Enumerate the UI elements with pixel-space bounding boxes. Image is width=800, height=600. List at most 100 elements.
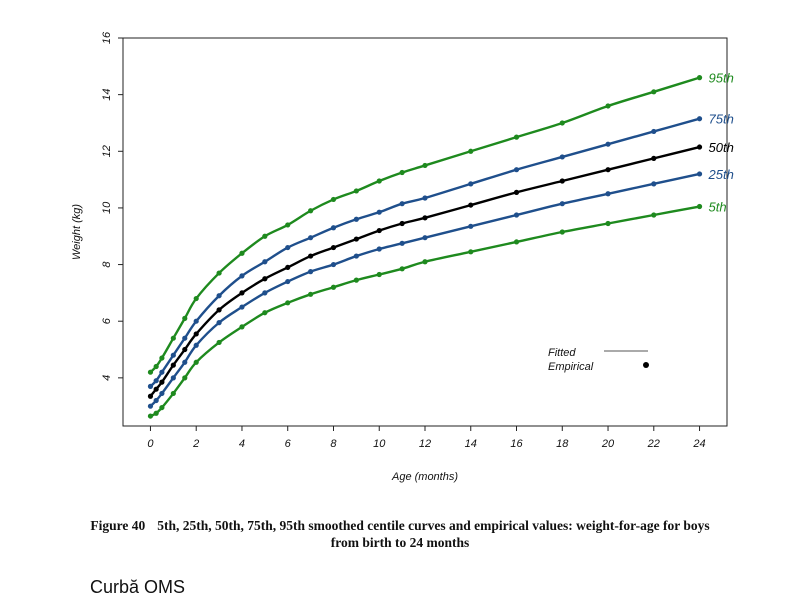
x-tick-label: 12 [419,438,431,450]
empirical-point [159,404,165,411]
empirical-point [651,89,657,95]
empirical-point [239,304,245,310]
empirical-point [513,167,520,173]
empirical-point [353,277,359,283]
x-tick-label: 0 [147,438,154,450]
empirical-point [651,181,657,187]
series-95th: 95th [147,71,734,375]
empirical-point [605,141,611,147]
empirical-point [696,203,703,210]
empirical-point [468,202,474,208]
y-tick-label: 12 [101,145,113,157]
legend-empirical-label: Empirical [548,361,594,373]
x-tick-label: 16 [510,438,523,450]
empirical-point [193,359,199,365]
empirical-point [559,229,565,235]
empirical-point [330,244,337,251]
x-tick-label: 18 [556,438,569,450]
empirical-point [216,307,222,313]
empirical-point [651,212,657,218]
empirical-point [330,261,337,268]
caption-line-1: Figure 40 5th, 25th, 50th, 75th, 95th smo… [40,517,760,534]
y-tick-label: 4 [101,375,113,381]
empirical-point [147,393,154,399]
empirical-point [399,169,405,176]
empirical-point [399,201,405,207]
empirical-point [605,191,611,197]
empirical-point [262,276,268,282]
empirical-point [159,369,165,375]
empirical-point [330,225,337,231]
empirical-point [376,209,382,215]
empirical-point [153,397,159,404]
empirical-point [422,195,428,201]
empirical-point [285,244,291,251]
empirical-point [182,315,188,321]
empirical-point [216,270,222,276]
empirical-point [262,290,268,296]
x-tick-label: 2 [192,438,199,450]
y-tick-label: 14 [101,89,113,101]
x-tick-label: 24 [692,438,705,450]
empirical-point [170,352,176,358]
empirical-point [216,320,222,326]
empirical-point [468,148,474,154]
empirical-point [159,379,165,385]
empirical-point [193,295,199,302]
empirical-point [170,375,176,381]
x-tick-label: 8 [330,438,337,450]
empirical-point [308,208,314,214]
empirical-point [605,167,611,173]
empirical-point [262,310,268,316]
empirical-point [376,271,382,278]
empirical-point [513,212,520,218]
series-label-50th: 50th [709,140,734,155]
empirical-point [399,266,405,272]
empirical-point [468,223,474,229]
empirical-point [182,346,188,353]
empirical-point [696,75,703,81]
empirical-point [170,362,176,368]
empirical-point [216,339,222,346]
footer-label: Curbă OMS [90,577,186,597]
empirical-point [159,390,165,397]
empirical-point [193,331,199,337]
empirical-point [605,103,611,109]
empirical-point [651,155,657,161]
empirical-point [147,413,154,419]
empirical-point [182,359,188,365]
empirical-point [147,369,154,375]
empirical-point [193,342,199,348]
empirical-point [308,235,314,241]
series-label-5th: 5th [709,200,727,215]
series-25th: 25th [147,167,734,409]
empirical-point [193,318,199,324]
x-axis: 0 2 4 6 8 10 12 14 16 18 20 22 24 [147,426,706,450]
empirical-point [153,410,159,416]
caption-figure-number: Figure 40 [90,518,146,533]
empirical-point [170,390,176,397]
caption-line-2: from birth to 24 months [330,535,470,550]
series-label-75th: 75th [709,112,734,127]
empirical-point [605,220,611,227]
legend-fitted-label: Fitted [548,347,576,359]
legend: Fitted Empirical [548,347,649,373]
empirical-point [513,189,520,195]
empirical-point [353,188,359,194]
series-label-25th: 25th [708,167,734,182]
empirical-point [696,171,703,177]
empirical-point [353,236,359,242]
empirical-point [559,154,565,160]
empirical-point [308,253,314,259]
empirical-point [239,290,245,296]
empirical-point [330,284,337,290]
empirical-point [696,144,703,150]
x-tick-label: 4 [239,438,245,450]
empirical-point [239,324,245,330]
empirical-point [308,291,314,297]
empirical-point [262,259,268,265]
empirical-point [513,239,520,245]
empirical-point [399,240,405,246]
fitted-line-95th [149,76,700,374]
y-tick-label: 16 [101,31,113,44]
